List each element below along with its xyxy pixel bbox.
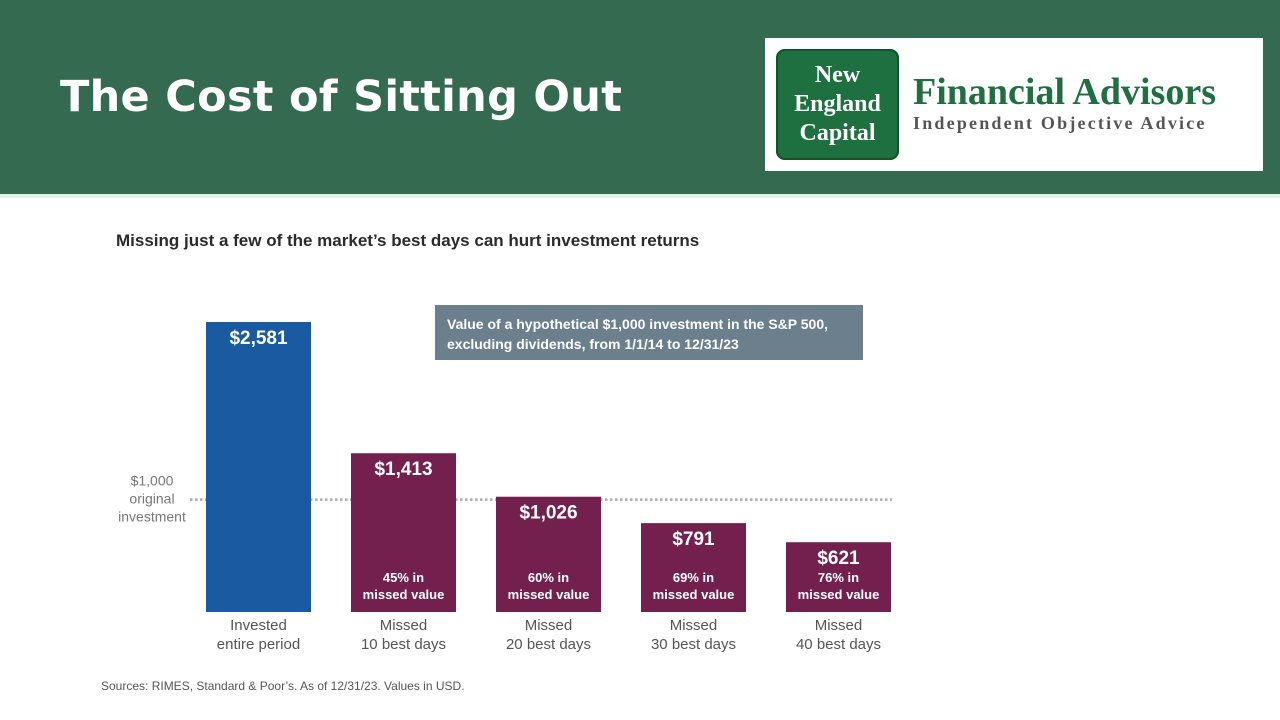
reference-label-line-1: $1,000 <box>131 473 174 489</box>
bar-missed-value-label-4-1: 69% in <box>673 570 714 585</box>
category-label-4-1: Missed <box>670 617 718 634</box>
category-label-3-2: 20 best days <box>506 636 591 653</box>
page-title: The Cost of Sitting Out <box>60 72 623 122</box>
bar-value-label-5: $621 <box>817 548 860 569</box>
bar-value-label-3: $1,026 <box>519 503 577 524</box>
category-label-1-1: Invested <box>230 617 287 634</box>
bar-missed-value-label-5-1: 76% in <box>818 570 859 585</box>
reference-label-line-2: original <box>129 491 174 507</box>
logo-badge-line-3: Capital <box>799 120 876 146</box>
bar-missed-value-label-3-2: missed value <box>508 587 590 602</box>
bar-4 <box>641 523 746 612</box>
category-label-2-2: 10 best days <box>361 636 446 653</box>
bar-missed-value-label-4-2: missed value <box>653 587 735 602</box>
bar-2 <box>351 453 456 612</box>
bar-missed-value-label-5-2: missed value <box>798 587 880 602</box>
logo-badge: New England Capital <box>776 49 899 160</box>
header-divider <box>0 194 1280 198</box>
annotation-line-2: excluding dividends, from 1/1/14 to 12/3… <box>447 336 739 352</box>
logo-name: Financial Advisors <box>913 71 1216 113</box>
category-label-5-1: Missed <box>815 617 863 634</box>
bar-missed-value-label-2-1: 45% in <box>383 570 424 585</box>
chart-title: Missing just a few of the market’s best … <box>116 231 700 250</box>
annotation-box <box>435 305 863 360</box>
category-label-2-1: Missed <box>380 617 428 634</box>
bar-missed-value-label-2-2: missed value <box>363 587 445 602</box>
bar-value-label-1: $2,581 <box>229 328 288 349</box>
bar-3 <box>496 496 601 612</box>
sources-note: Sources: RIMES, Standard & Poor’s. As of… <box>101 679 465 693</box>
annotation-line-1: Value of a hypothetical $1,000 investmen… <box>447 316 828 332</box>
category-label-1-2: entire period <box>217 636 300 653</box>
logo-tagline: Independent Objective Advice <box>913 113 1207 133</box>
bar-5 <box>786 542 891 612</box>
category-label-5-2: 40 best days <box>796 636 881 653</box>
logo-badge-line-1: New <box>814 62 861 88</box>
bar-missed-value-label-3-1: 60% in <box>528 570 569 585</box>
category-label-4-2: 30 best days <box>651 636 736 653</box>
category-label-3-1: Missed <box>525 617 573 634</box>
bar-value-label-4: $791 <box>672 529 715 550</box>
logo-badge-line-2: England <box>794 91 881 117</box>
bar-1 <box>206 322 311 612</box>
bar-value-label-2: $1,413 <box>374 459 432 480</box>
reference-label-line-3: investment <box>118 509 186 525</box>
company-logo: New England Capital Financial Advisors I… <box>765 38 1263 171</box>
